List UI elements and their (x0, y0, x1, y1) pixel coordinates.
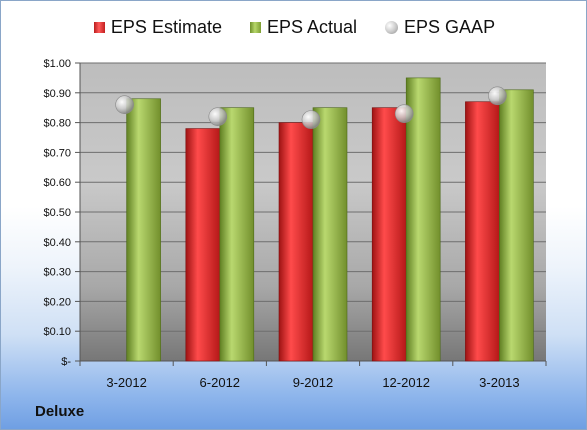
bar-eps-actual (126, 98, 161, 362)
chart-legend: EPS Estimate EPS Actual EPS GAAP (1, 17, 586, 38)
legend-item-gaap: EPS GAAP (385, 17, 495, 38)
legend-label-gaap: EPS GAAP (404, 17, 496, 37)
bar-eps-actual (499, 89, 534, 362)
legend-swatch-gaap (385, 21, 399, 34)
legend-item-estimate: EPS Estimate (93, 17, 222, 38)
y-tick-label: $0.70 (43, 147, 71, 159)
x-axis: 3-2012 6-2012 9-2012 12-2012 3-2013 (79, 361, 547, 390)
gaap-points (115, 86, 507, 129)
bar-series (126, 77, 534, 362)
y-tick-label: $0.90 (43, 88, 71, 100)
bar-eps-estimate (185, 128, 221, 362)
point-eps-gaap (488, 86, 507, 106)
legend-swatch-actual (249, 22, 261, 33)
y-tick-label: $0.10 (43, 326, 71, 338)
y-tick-label: $0.60 (43, 177, 71, 189)
legend-label-actual: EPS Actual (266, 17, 358, 37)
point-eps-gaap (208, 107, 228, 126)
bar-eps-estimate (371, 107, 407, 362)
x-tick-label: 3-2012 (106, 375, 146, 390)
bar-eps-actual (312, 107, 348, 362)
x-tick-label: 3-2013 (479, 375, 519, 390)
y-tick-label: $0.40 (43, 237, 71, 249)
company-label: Deluxe (35, 403, 85, 420)
y-tick-label: $1.00 (43, 58, 71, 70)
x-tick-label: 9-2012 (293, 375, 333, 390)
y-tick-label: $0.20 (43, 296, 71, 308)
point-eps-gaap (115, 95, 134, 115)
legend-item-actual: EPS Actual (249, 17, 358, 38)
bar-eps-estimate (278, 122, 314, 362)
bar-eps-actual (405, 77, 441, 362)
point-eps-gaap (394, 104, 414, 123)
bar-eps-actual (219, 107, 255, 362)
bar-eps-estimate (465, 101, 500, 362)
y-tick-label: $0.50 (43, 207, 71, 219)
legend-label-estimate: EPS Estimate (110, 17, 222, 37)
legend-swatch-estimate (93, 22, 105, 33)
x-tick-label: 12-2012 (382, 375, 430, 390)
y-tick-label: $0.30 (43, 267, 71, 279)
y-tick-label: $- (61, 356, 71, 368)
point-eps-gaap (301, 110, 321, 129)
y-tick-label: $0.80 (43, 118, 71, 130)
x-tick-label: 6-2012 (200, 375, 240, 390)
